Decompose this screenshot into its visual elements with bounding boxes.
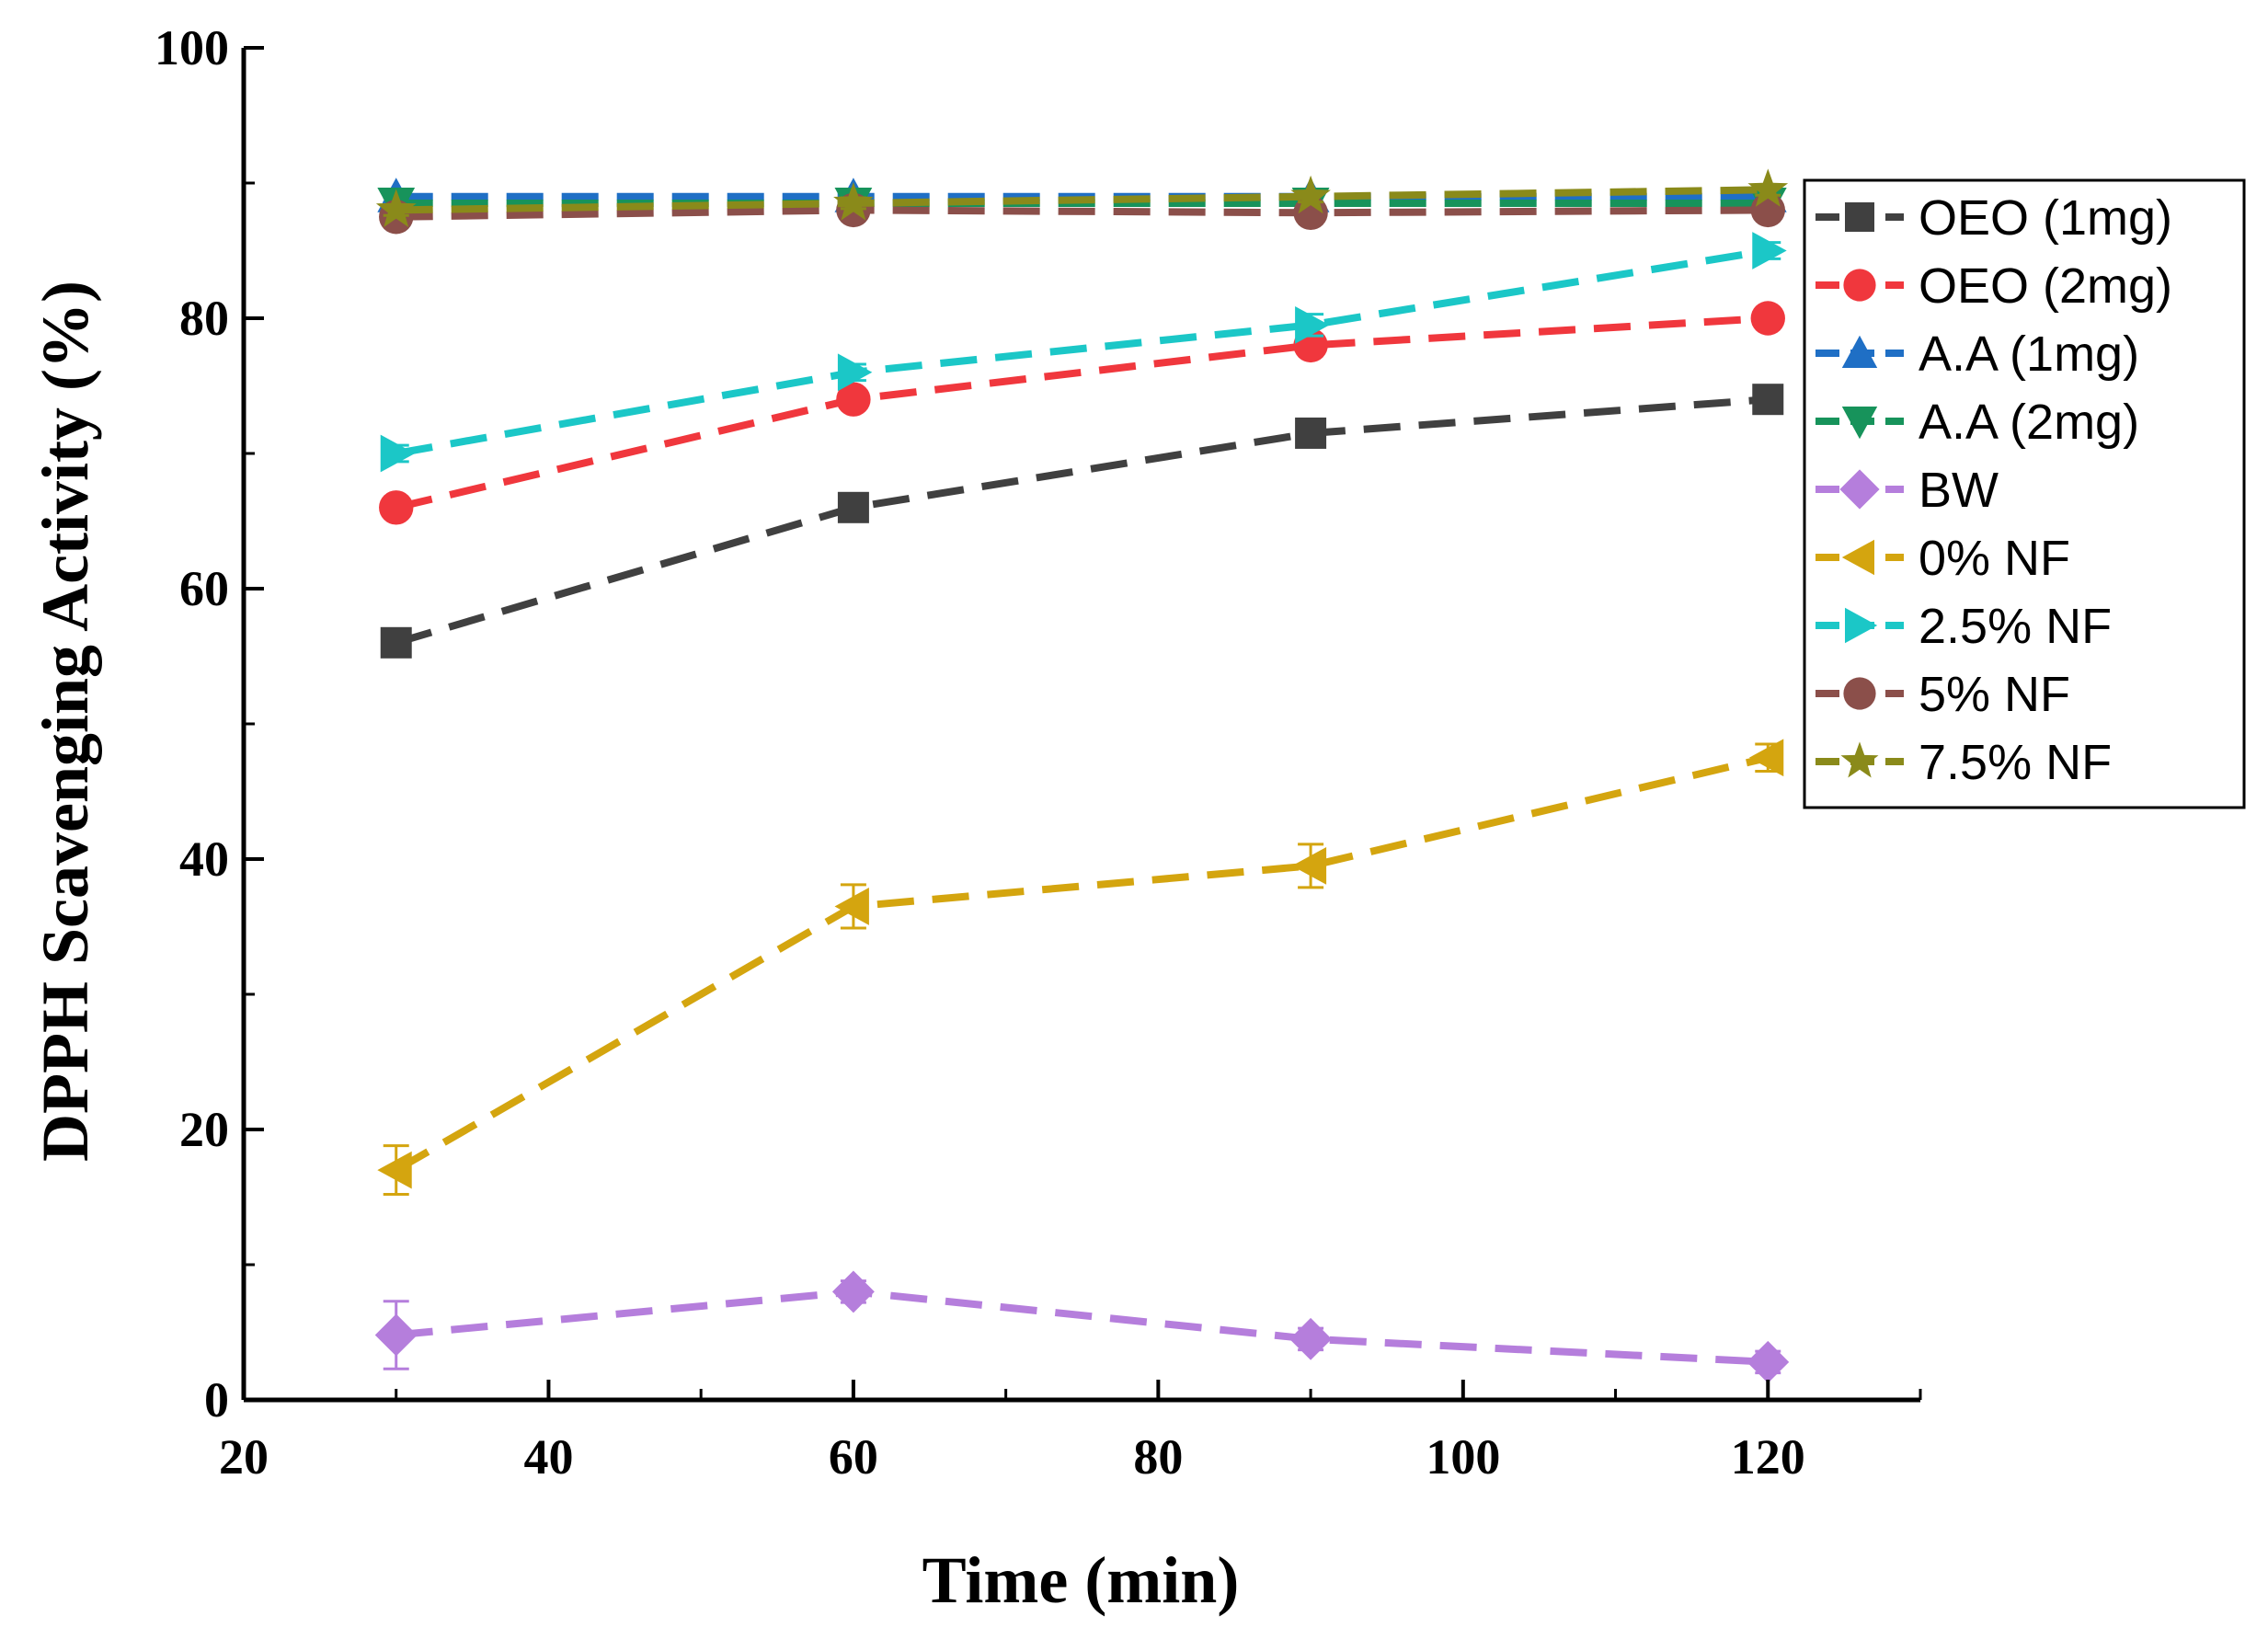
data-point xyxy=(831,1270,875,1313)
data-point xyxy=(1747,1340,1790,1383)
series-5 xyxy=(374,1270,1790,1383)
series-line xyxy=(394,753,1770,1174)
x-tick-label: 100 xyxy=(1426,1429,1500,1485)
legend-label: BW xyxy=(1919,463,1999,518)
legend-marker xyxy=(1843,269,1876,302)
data-point xyxy=(1752,384,1784,416)
legend-item: 2.5% NF xyxy=(1816,599,2112,654)
legend-label: A.A (1mg) xyxy=(1919,327,2139,382)
data-point xyxy=(375,189,417,227)
legend-marker xyxy=(1839,469,1880,510)
data-point xyxy=(836,382,871,417)
x-tick-label: 60 xyxy=(829,1429,878,1485)
series-9 xyxy=(375,168,1789,227)
series-layer xyxy=(374,168,1790,1383)
x-axis-title: Time (min) xyxy=(922,1543,1240,1617)
legend-item: OEO (1mg) xyxy=(1816,190,2172,246)
legend-box xyxy=(1803,178,2246,809)
legend-label: 0% NF xyxy=(1919,531,2070,586)
data-point xyxy=(374,1313,418,1357)
data-point xyxy=(1750,301,1785,336)
data-point xyxy=(379,490,414,525)
x-tick-label: 40 xyxy=(523,1429,573,1485)
data-point xyxy=(837,491,869,523)
legend: OEO (1mg) OEO (2mg) A.A (1mg) A.A (2mg) BW 0%… xyxy=(1803,178,2246,809)
series-line xyxy=(395,396,1769,647)
series-6 xyxy=(377,739,1784,1197)
data-point xyxy=(837,353,873,392)
data-point xyxy=(1752,232,1787,269)
series-line xyxy=(395,1288,1769,1366)
legend-marker xyxy=(1845,607,1878,644)
data-point xyxy=(1295,417,1327,449)
legend-marker xyxy=(1845,202,1874,232)
series-line xyxy=(395,247,1769,457)
legend-marker xyxy=(1841,539,1874,576)
data-point xyxy=(833,182,874,221)
series-2 xyxy=(379,301,1785,525)
legend-label: OEO (1mg) xyxy=(1919,190,2172,246)
data-point xyxy=(1290,175,1331,214)
legend-label: 5% NF xyxy=(1919,667,2070,722)
legend-label: 7.5% NF xyxy=(1919,735,2112,790)
legend-label: A.A (2mg) xyxy=(1919,395,2139,450)
data-point xyxy=(377,1151,412,1189)
legend-marker xyxy=(1843,677,1876,710)
legend-label: OEO (2mg) xyxy=(1919,258,2172,314)
legend-item: OEO (2mg) xyxy=(1816,258,2172,314)
data-point xyxy=(1748,739,1784,777)
x-tick-label: 20 xyxy=(219,1429,269,1485)
y-tick-label: 20 xyxy=(179,1102,229,1157)
series-7 xyxy=(380,232,1787,473)
y-tick-label: 80 xyxy=(179,291,229,346)
legend-item: A.A (2mg) xyxy=(1816,395,2139,450)
legend-item: BW xyxy=(1816,463,1999,518)
data-point xyxy=(380,434,416,473)
legend-item: 7.5% NF xyxy=(1816,735,2112,790)
legend-marker xyxy=(1841,407,1878,440)
y-tick-label: 100 xyxy=(155,20,229,75)
data-point xyxy=(1289,1317,1333,1360)
data-point xyxy=(380,626,412,659)
legend-item: 0% NF xyxy=(1816,531,2070,586)
data-point xyxy=(1291,846,1327,885)
y-axis-title: DPPH Scavenging Activity (%) xyxy=(29,281,102,1162)
x-tick-label: 120 xyxy=(1731,1429,1805,1485)
legend-item: A.A (1mg) xyxy=(1816,327,2139,382)
legend-marker xyxy=(1840,741,1879,778)
series-1 xyxy=(380,384,1784,659)
y-tick-label: 60 xyxy=(179,561,229,616)
legend-marker xyxy=(1841,335,1878,368)
y-tick-label: 0 xyxy=(204,1372,229,1427)
legend-item: 5% NF xyxy=(1816,667,2070,722)
series-line xyxy=(395,186,1769,214)
data-point xyxy=(1295,305,1330,344)
series-line xyxy=(395,315,1769,511)
series-line xyxy=(395,206,1769,221)
data-point xyxy=(1747,168,1789,207)
legend-label: 2.5% NF xyxy=(1919,599,2112,654)
y-tick-label: 40 xyxy=(179,831,229,887)
data-point xyxy=(834,888,869,925)
x-tick-label: 80 xyxy=(1133,1429,1183,1485)
